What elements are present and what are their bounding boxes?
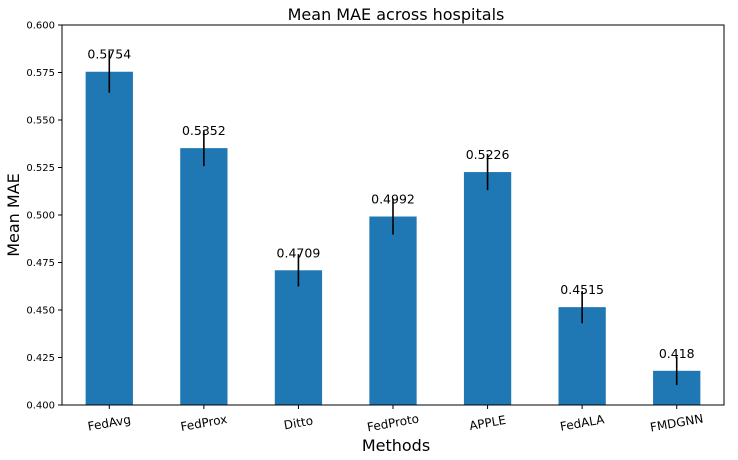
data-label: 0.418 <box>659 346 695 361</box>
data-label: 0.4992 <box>371 192 415 207</box>
y-tick-label: 0.600 <box>26 21 55 32</box>
y-axis-title: Mean MAE <box>4 173 23 257</box>
plot-frame <box>61 24 725 406</box>
y-tick-label: 0.400 <box>26 401 55 412</box>
bar-apple <box>463 172 512 405</box>
y-tick-label: 0.500 <box>26 211 55 222</box>
y-tick-label: 0.525 <box>26 163 55 174</box>
x-tick-label: FedProx <box>179 412 228 434</box>
x-tick-label: FedALA <box>559 412 606 434</box>
x-tick-label: FedAvg <box>87 412 132 433</box>
y-axis: 0.400 0.425 0.450 0.475 0.500 0.525 0.550 0.575… <box>26 21 62 412</box>
data-label: 0.4709 <box>277 245 321 260</box>
x-tick-label: Ditto <box>283 414 314 433</box>
bar-ditto <box>274 270 323 405</box>
bar-fedala <box>558 307 606 405</box>
y-tick-label: 0.475 <box>26 258 55 269</box>
y-tick-label: 0.575 <box>26 68 55 79</box>
chart-title: Mean MAE across hospitals <box>288 5 505 24</box>
bar-fedproto <box>369 216 417 405</box>
data-label: 0.5352 <box>182 123 226 138</box>
y-tick-label: 0.450 <box>26 306 55 317</box>
data-label: 0.5226 <box>466 147 510 162</box>
x-tick-label: APPLE <box>468 413 507 433</box>
y-tick-label: 0.550 <box>26 116 55 127</box>
y-tick-label: 0.425 <box>26 353 55 364</box>
data-label: 0.4515 <box>560 282 604 297</box>
bars: 0.5754 0.5352 0.4709 0.4992 0.5226 0.4515 0.41… <box>85 47 701 406</box>
data-label: 0.5754 <box>87 47 131 62</box>
bar-fedavg <box>85 71 133 406</box>
x-tick-label: FedProto <box>366 412 420 435</box>
x-axis-title: Methods <box>362 436 430 455</box>
bar-fedprox <box>180 148 228 405</box>
x-tick-label: FMDGNN <box>649 411 704 434</box>
x-axis: FedAvg FedProx Ditto FedProto APPLE FedALA FMD… <box>87 405 704 435</box>
